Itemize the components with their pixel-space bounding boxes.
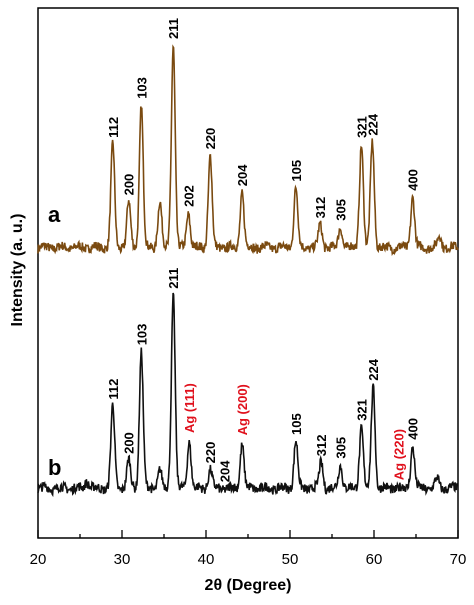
- traces: [37, 44, 459, 498]
- peak-label-b-12: 224: [366, 358, 381, 380]
- peak-label-a-12: 400: [406, 169, 421, 191]
- peak-label-a-7: 105: [289, 160, 304, 182]
- peak-label-b-0: 112: [106, 379, 121, 400]
- peak-label-a-10: 321: [354, 116, 369, 138]
- x-tick-label-4: 60: [366, 551, 383, 568]
- x-tick-label-3: 50: [282, 551, 299, 568]
- x-tick-label-0: 20: [30, 551, 47, 568]
- peak-label-a-4: 202: [181, 185, 196, 207]
- series-line-b: [37, 292, 459, 498]
- peak-label-a-9: 305: [333, 199, 348, 221]
- peak-label-b-7: Ag (200): [235, 384, 250, 435]
- series-line-a: [37, 44, 459, 257]
- peak-label-b-4: Ag (111): [182, 383, 197, 433]
- peak-label-b-5: 220: [203, 442, 218, 464]
- peak-label-a-6: 204: [235, 164, 250, 186]
- peak-label-a-3: 211: [166, 18, 181, 39]
- peak-label-b-2: 103: [134, 324, 149, 346]
- peak-label-b-9: 312: [314, 434, 329, 456]
- peak-label-b-11: 321: [354, 399, 369, 421]
- y-axis-title: Intensity (a. u.): [9, 214, 26, 327]
- peak-label-b-3: 211: [166, 268, 181, 289]
- peak-label-b-8: 105: [289, 413, 304, 435]
- peak-label-a-1: 200: [122, 174, 137, 196]
- x-tick-label-5: 70: [450, 551, 467, 568]
- peak-label-b-6: 204: [218, 460, 233, 482]
- trace-name-b: b: [48, 455, 61, 480]
- peak-label-a-2: 103: [134, 77, 149, 99]
- x-axis-title: 2θ (Degree): [205, 577, 292, 594]
- peak-label-b-13: Ag (220): [391, 429, 406, 480]
- peak-label-b-1: 200: [122, 432, 137, 454]
- x-axis-ticks: 20 30 40 50 60 70: [30, 530, 467, 568]
- peak-label-b-14: 400: [406, 418, 421, 440]
- peak-label-a-5: 220: [203, 128, 218, 150]
- peak-label-b-10: 305: [333, 437, 348, 459]
- peak-label-a-11: 224: [365, 113, 380, 135]
- peak-label-a-8: 312: [313, 197, 328, 219]
- trace-name-a: a: [48, 202, 61, 227]
- trace-names: ab: [48, 202, 61, 480]
- x-tick-label-1: 30: [114, 551, 131, 568]
- x-tick-label-2: 40: [198, 551, 215, 568]
- peak-label-a-0: 112: [106, 117, 121, 138]
